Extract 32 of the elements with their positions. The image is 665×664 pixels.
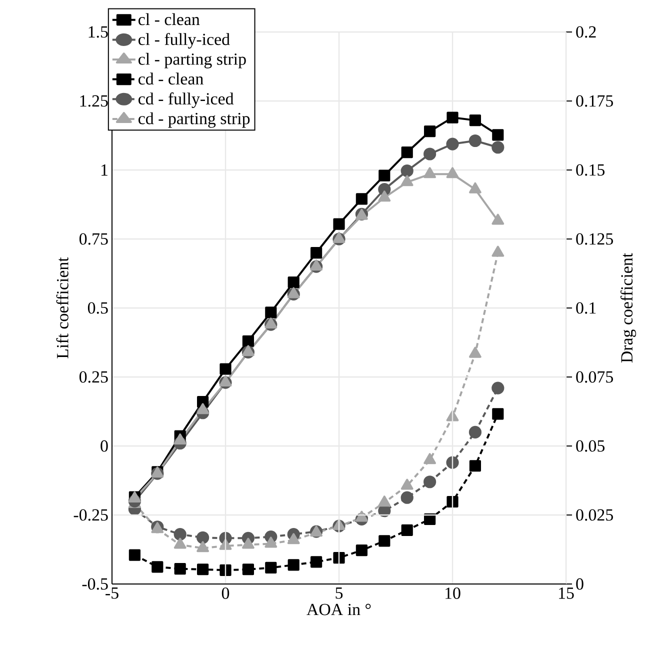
x-axis-title: AOA in ° (306, 604, 371, 616)
legend-label: cd - clean (138, 72, 204, 85)
y-tick-label: 1 (101, 164, 108, 176)
y-tick-label: 0.75 (79, 233, 108, 245)
x-tick-label: -5 (106, 588, 118, 599)
y2-tick-label: 0.075 (576, 371, 613, 383)
legend-label: cl - fully-iced (138, 33, 230, 49)
legend-label: cl - parting strip (138, 52, 246, 68)
y-tick-label: 1.25 (80, 95, 108, 107)
y2-tick-label: 0.1 (576, 302, 596, 314)
y2-tick-label: 0.025 (576, 509, 613, 521)
x-tick-label: 10 (446, 588, 460, 599)
legend-label: cd - parting strip (138, 112, 250, 128)
y2-axis-title: Drag coefficient (620, 252, 636, 363)
y-tick-label: 0.25 (79, 371, 108, 383)
y-tick-label: 1.5 (88, 26, 108, 38)
y-tick-label: -0.25 (74, 509, 108, 521)
x-tick-label: 0 (222, 588, 230, 599)
y-axis-title: Lift coefficient (56, 257, 68, 358)
y-tick-label: 0.5 (88, 302, 108, 314)
y2-tick-label: 0.05 (576, 440, 605, 452)
y2-tick-label: 0.125 (576, 233, 613, 245)
y-tick-label: 0 (100, 440, 108, 452)
legend-label: cl - clean (138, 13, 200, 26)
x-tick-label: 15 (559, 588, 574, 599)
y2-tick-label: 0.15 (576, 164, 605, 176)
y2-tick-label: 0.175 (576, 95, 613, 107)
x-tick-label: 5 (336, 588, 343, 599)
legend-label: cd - fully-iced (138, 92, 234, 108)
y-tick-label: -0.5 (82, 578, 108, 590)
y2-tick-label: 0 (576, 578, 584, 590)
y2-tick-label: 0.2 (576, 26, 596, 38)
